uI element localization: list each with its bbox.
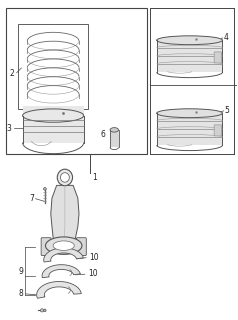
Polygon shape <box>42 265 80 278</box>
Ellipse shape <box>157 109 223 118</box>
Ellipse shape <box>157 36 223 45</box>
Text: 5: 5 <box>225 106 230 115</box>
Ellipse shape <box>45 237 82 254</box>
Bar <box>110 130 119 147</box>
Ellipse shape <box>110 128 119 132</box>
Ellipse shape <box>23 109 84 122</box>
FancyBboxPatch shape <box>214 52 222 63</box>
FancyBboxPatch shape <box>41 238 51 255</box>
Text: 4: 4 <box>223 33 228 42</box>
Bar <box>23 106 84 142</box>
Text: 7: 7 <box>30 194 35 203</box>
Text: 3: 3 <box>7 124 12 133</box>
Text: 2: 2 <box>10 69 14 78</box>
Text: 1: 1 <box>92 173 97 182</box>
Ellipse shape <box>44 309 46 312</box>
Text: 9: 9 <box>18 267 23 276</box>
Ellipse shape <box>60 173 69 182</box>
Ellipse shape <box>40 309 44 312</box>
Ellipse shape <box>44 188 46 190</box>
Bar <box>6 8 147 154</box>
Ellipse shape <box>53 241 74 251</box>
Text: 6: 6 <box>101 130 106 139</box>
Polygon shape <box>51 185 79 244</box>
Polygon shape <box>37 282 81 298</box>
Polygon shape <box>44 248 83 262</box>
Text: 10: 10 <box>89 253 99 262</box>
Text: 8: 8 <box>18 289 23 298</box>
Bar <box>157 113 223 145</box>
Bar <box>18 24 89 109</box>
Ellipse shape <box>57 169 73 186</box>
Bar <box>157 40 223 72</box>
FancyBboxPatch shape <box>76 238 86 255</box>
FancyBboxPatch shape <box>214 125 222 136</box>
Text: 10: 10 <box>88 269 97 278</box>
